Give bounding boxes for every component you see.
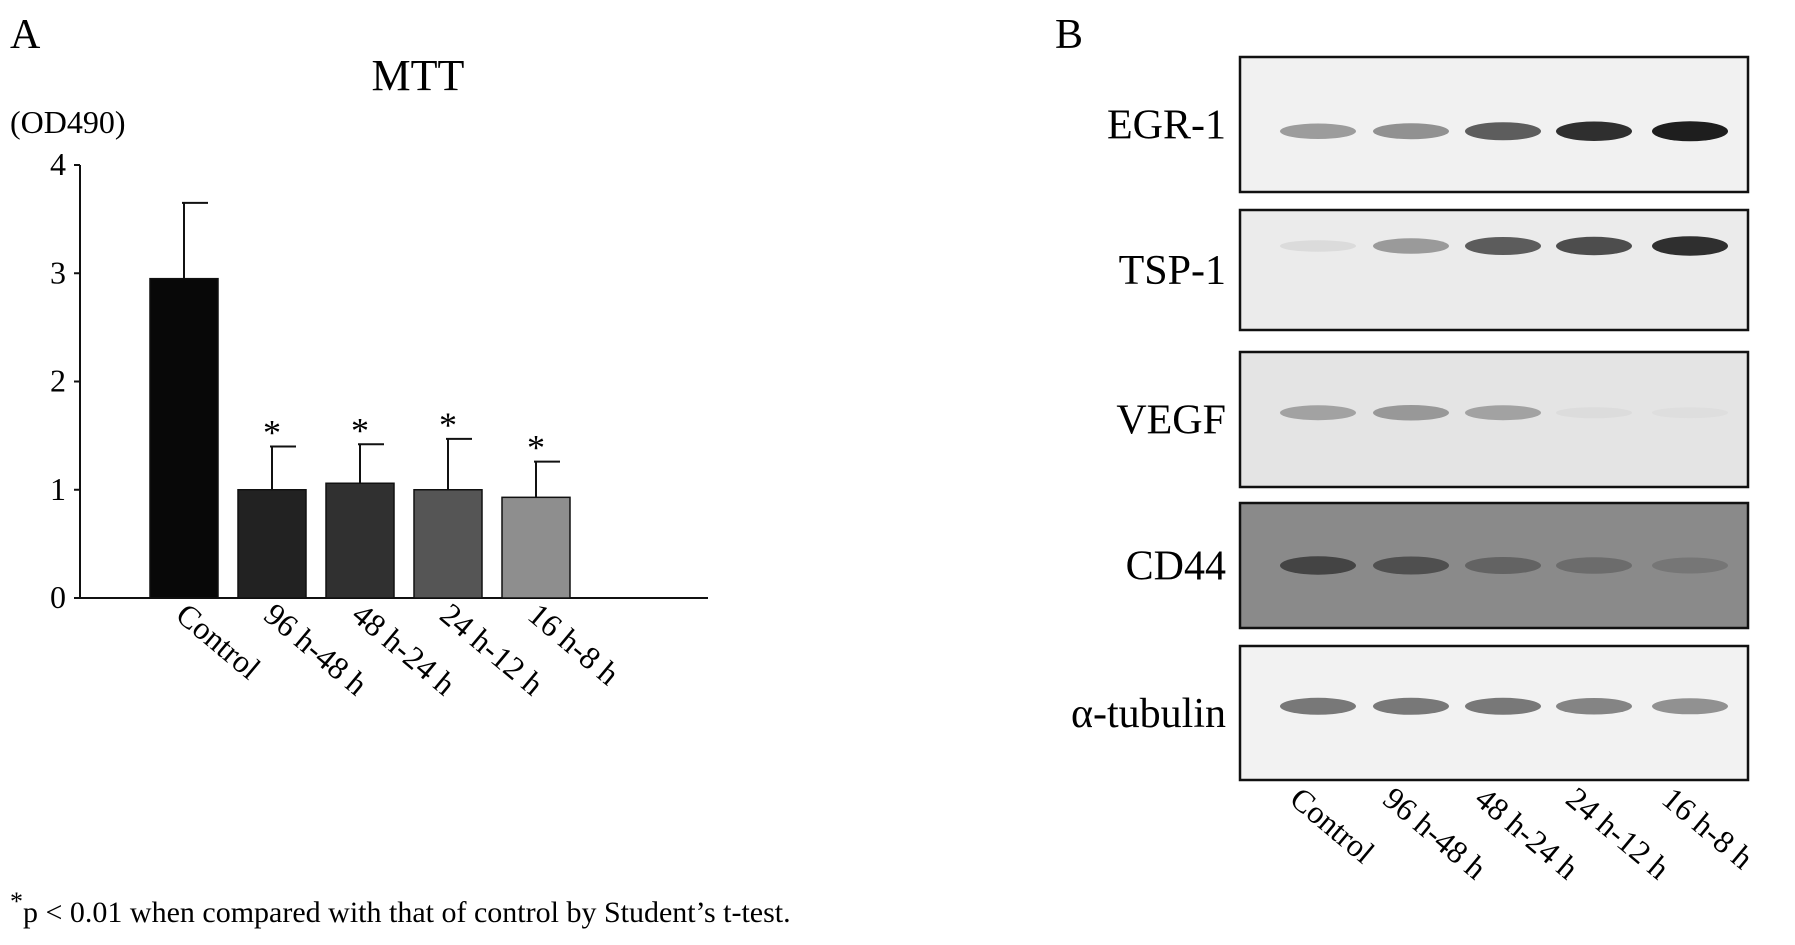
blot-band (1556, 236, 1632, 256)
blot-band (1373, 697, 1449, 715)
blot-band (1556, 557, 1632, 574)
blot-label: VEGF (1116, 398, 1226, 444)
chart-title: MTT (372, 51, 465, 100)
blot-panel: CD44 (1126, 501, 1750, 630)
significance-group: * * * * (263, 405, 545, 468)
blot-band (1465, 557, 1541, 574)
blot-band (1373, 556, 1449, 575)
panel-a-letter: A (10, 12, 41, 58)
lane-label: Control (1284, 780, 1382, 871)
blot-label: TSP-1 (1119, 248, 1226, 294)
bar (325, 482, 395, 599)
lane-label: 96 h-48 h (1377, 780, 1494, 886)
blot-band (1556, 121, 1632, 141)
bar (237, 489, 307, 599)
blot-band (1652, 407, 1728, 419)
blot-band (1373, 405, 1449, 421)
blot-band (1652, 557, 1728, 574)
blot-panel: α-tubulin (1071, 644, 1750, 782)
error-bar-group (182, 201, 560, 498)
blot-band (1652, 698, 1728, 715)
blot-band (1280, 240, 1356, 252)
bar (413, 489, 483, 599)
blot-band (1280, 556, 1356, 575)
blot-band (1280, 405, 1356, 421)
y-unit-label: (OD490) (10, 104, 126, 140)
lane-label: 24 h-12 h (1560, 780, 1677, 886)
blot-band (1556, 698, 1632, 715)
blot-panel: EGR-1 (1107, 55, 1750, 194)
blot-band (1373, 238, 1449, 254)
blot-band (1652, 236, 1728, 256)
x-tick-label: Control (170, 596, 268, 687)
significance-star: * (439, 405, 457, 445)
blot-label: CD44 (1126, 544, 1226, 590)
y-tick-label: 4 (50, 146, 66, 182)
footnote-star: * (10, 887, 23, 916)
blot-band (1280, 697, 1356, 715)
blot-band (1280, 123, 1356, 139)
significance-star: * (527, 428, 545, 468)
blot-band (1652, 121, 1728, 142)
footnote: *p < 0.01 when compared with that of con… (10, 887, 791, 929)
blot-band (1556, 407, 1632, 419)
bar-group (149, 277, 571, 599)
footnote-text: p < 0.01 when compared with that of cont… (23, 896, 791, 929)
y-tick-label: 3 (50, 254, 66, 290)
blot-panel: TSP-1 (1119, 208, 1750, 332)
significance-star: * (263, 412, 281, 452)
blot-band (1465, 122, 1541, 141)
blot-panel: VEGF (1116, 350, 1750, 489)
western-blot-group: EGR-1 TSP-1 VEGF CD44 α-tubulin (1071, 55, 1750, 782)
blot-band (1465, 697, 1541, 715)
y-tick-label: 1 (50, 471, 66, 507)
significance-star: * (351, 410, 369, 450)
panel-b-letter: B (1055, 12, 1083, 58)
blot-frame (1238, 208, 1750, 332)
blot-band (1465, 405, 1541, 421)
blot-label: EGR-1 (1107, 103, 1226, 149)
blot-label: α-tubulin (1071, 691, 1226, 737)
y-tick-label: 2 (50, 363, 66, 399)
blot-band (1373, 123, 1449, 140)
blot-band (1465, 237, 1541, 255)
bar (501, 496, 571, 599)
y-tick-label: 0 (50, 579, 66, 615)
y-tick-group: 0 1 2 3 4 (50, 146, 80, 615)
bar (149, 277, 219, 599)
